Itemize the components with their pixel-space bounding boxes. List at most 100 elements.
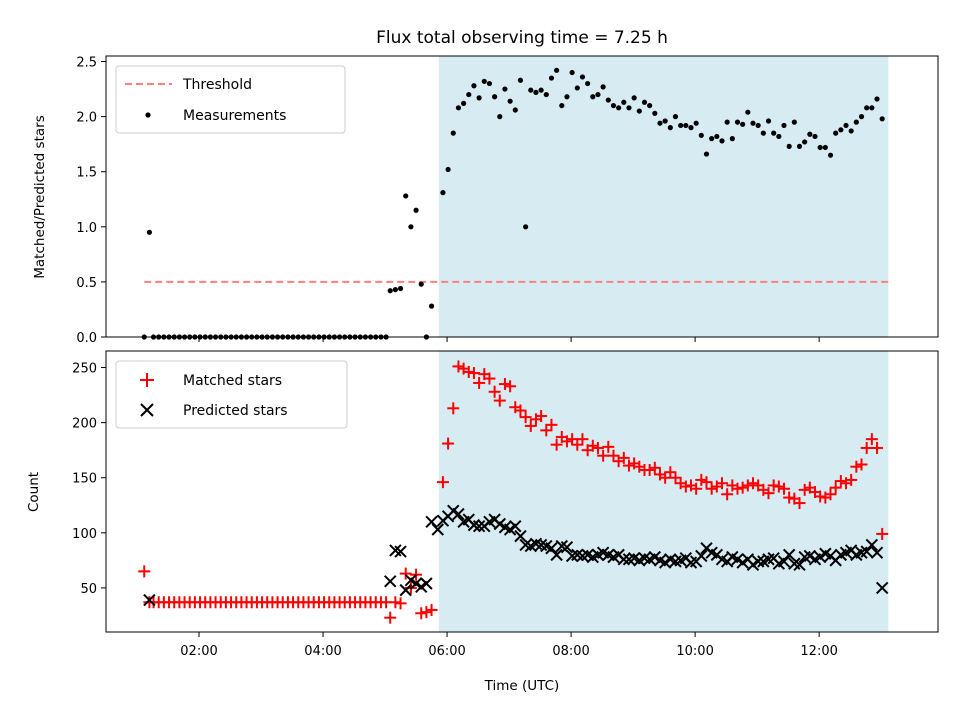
bottom-axes-frame — [105, 350, 939, 633]
matched-star-point — [591, 441, 604, 454]
top-panel: 0.0 0.5 1.0 1.5 2.0 2.5 Matched/Predicted sta… — [32, 55, 939, 346]
measurement-point — [693, 120, 699, 126]
matched-legend-label: Matched stars — [183, 373, 282, 389]
predicted-legend-swatch — [140, 403, 154, 417]
predicted-star-point — [509, 520, 522, 533]
matched-star-point — [467, 367, 480, 380]
measurement-point — [392, 287, 398, 293]
measurement-point — [678, 122, 684, 129]
measurement-point — [440, 190, 446, 196]
measurement-point — [461, 100, 467, 106]
measurement-point — [408, 224, 414, 230]
matched-star-point — [138, 565, 151, 578]
matched-star-point — [762, 487, 775, 500]
matched-star-point — [473, 376, 486, 389]
measurement-point — [745, 109, 751, 115]
y-tick-label: 1.5 — [76, 166, 97, 181]
y-tick-label: 150 — [72, 472, 97, 487]
matched-star-point — [394, 597, 407, 610]
measurement-point — [869, 105, 875, 111]
measurement-point — [517, 77, 524, 83]
matched-star-point — [824, 488, 837, 501]
bottom-y-ticks: 50 100 150 200 250 — [72, 362, 106, 597]
matched-star-point — [834, 475, 847, 488]
predicted-star-point — [695, 549, 708, 563]
matched-star-point — [519, 411, 532, 424]
bottom-legend-box — [115, 360, 348, 429]
matched-star-point — [488, 385, 501, 398]
threshold-legend-label: Threshold — [182, 77, 252, 93]
measurement-point — [683, 122, 689, 129]
measurement-point — [418, 281, 424, 287]
y-tick-label: 250 — [72, 362, 97, 377]
matched-star-point — [617, 451, 630, 464]
measurement-point — [445, 166, 451, 173]
matched-legend-swatch — [140, 373, 154, 387]
matched-star-point — [669, 471, 682, 484]
measurement-point — [791, 119, 797, 125]
measurement-point — [755, 122, 761, 129]
matched-star-point — [731, 482, 744, 495]
top-legend-box — [115, 65, 346, 134]
y-tick-label: 2.5 — [76, 56, 97, 71]
measurement-point — [874, 96, 880, 102]
x-tick-label: 04:00 — [304, 644, 341, 659]
y-tick-label: 0.0 — [76, 331, 97, 346]
x-axis-label: Time (UTC) — [484, 678, 560, 694]
matched-star-point — [483, 372, 496, 385]
matched-star-point — [415, 607, 428, 620]
measurement-point — [450, 130, 456, 136]
matched-star-point — [550, 438, 563, 451]
measurement-point — [387, 288, 393, 294]
matched-star-point — [871, 441, 884, 454]
measurement-point — [848, 128, 854, 134]
matched-star-point — [576, 433, 589, 446]
predicted-star-point — [431, 523, 444, 536]
matched-star-point — [721, 488, 734, 501]
matched-star-point — [860, 441, 873, 454]
matched-star-point — [447, 402, 460, 415]
observing-span-top — [438, 56, 889, 337]
matched-star-point — [829, 481, 842, 494]
bottom-legend: Matched stars Predicted stars — [115, 360, 348, 429]
matched-star-point — [545, 418, 558, 431]
matched-star-point — [746, 477, 759, 490]
matched-star-point — [597, 449, 610, 462]
predicted-star-points — [143, 504, 889, 607]
predicted-star-point — [560, 540, 574, 554]
matched-star-point — [865, 433, 878, 446]
measurement-point — [750, 120, 756, 126]
measurement-point — [833, 130, 839, 136]
measurement-point — [817, 144, 823, 151]
measurement-point — [729, 136, 735, 142]
matched-star-point — [560, 435, 573, 448]
predicted-star-point — [472, 520, 486, 533]
measurement-point — [621, 99, 627, 105]
matched-star-points — [138, 360, 889, 624]
matched-star-point — [425, 603, 438, 616]
measurement-point — [843, 122, 849, 129]
matched-star-point — [767, 479, 780, 492]
matched-star-point — [679, 480, 692, 493]
matched-star-point — [586, 439, 599, 452]
y-tick-label: 50 — [80, 582, 97, 597]
measurement-point — [538, 87, 544, 93]
x-tick-label: 08:00 — [552, 644, 589, 659]
predicted-star-point — [777, 555, 791, 568]
top-axes-frame — [105, 55, 939, 338]
matched-star-point — [504, 380, 517, 393]
measurement-point — [595, 91, 601, 98]
matched-star-point — [741, 479, 754, 492]
y-tick-label: 2.0 — [76, 111, 97, 126]
measurement-point — [657, 120, 663, 126]
measurement-point — [698, 132, 704, 138]
x-tick-label: 06:00 — [428, 644, 465, 659]
matched-star-point — [715, 477, 728, 490]
matched-star-point — [814, 490, 827, 503]
measurement-point — [528, 87, 534, 93]
matched-star-point — [845, 473, 858, 486]
top-y-axis-label: Matched/Predicted stars — [32, 115, 48, 278]
predicted-star-point — [425, 515, 438, 529]
predicted-star-point — [143, 593, 156, 607]
matched-star-point — [514, 404, 527, 417]
